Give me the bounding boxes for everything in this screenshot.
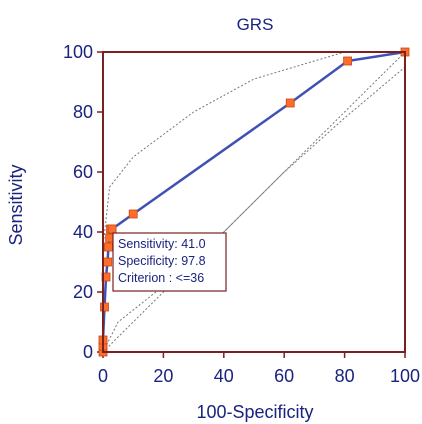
y-axis-label: Sensitivity xyxy=(6,164,26,245)
roc-point xyxy=(285,98,295,108)
x-tick-label: 40 xyxy=(214,366,234,386)
x-tick-label: 0 xyxy=(98,366,108,386)
y-tick-label: 80 xyxy=(73,102,93,122)
annotation-box xyxy=(112,232,227,292)
y-tick-label: 60 xyxy=(73,162,93,182)
plot-frame xyxy=(102,51,406,353)
y-tick-label: 0 xyxy=(83,342,93,362)
roc-point xyxy=(104,242,113,252)
x-tick-label: 60 xyxy=(274,366,294,386)
x-tick-label: 100 xyxy=(390,366,420,386)
annotation-line: Criterion : <=36 xyxy=(118,271,204,285)
criterion-annotation: Sensitivity: 41.0 Specificity: 97.8 Criter… xyxy=(112,232,227,292)
y-tick-label: 20 xyxy=(73,282,93,302)
y-tick-label: 40 xyxy=(73,222,93,242)
roc-point xyxy=(128,209,138,219)
x-tick-label: 20 xyxy=(153,366,173,386)
roc-point xyxy=(100,302,109,312)
chart-title: GRS xyxy=(237,15,274,34)
annotation-line: Specificity: 97.8 xyxy=(118,254,206,268)
y-tick-label: 100 xyxy=(63,42,93,62)
roc-point xyxy=(103,257,112,267)
confidence-upper-line xyxy=(102,51,405,248)
annotation-line: Sensitivity: 41.0 xyxy=(118,237,206,251)
confidence-lower-line xyxy=(102,66,406,353)
roc-point xyxy=(107,224,117,234)
axis-ticks: 0 20 40 60 80 100 0 20 40 60 80 100 xyxy=(63,42,420,386)
x-axis-label: 100-Specificity xyxy=(196,402,313,422)
x-tick-label: 80 xyxy=(335,366,355,386)
roc-point xyxy=(343,56,353,66)
reference-diagonal xyxy=(102,51,406,353)
